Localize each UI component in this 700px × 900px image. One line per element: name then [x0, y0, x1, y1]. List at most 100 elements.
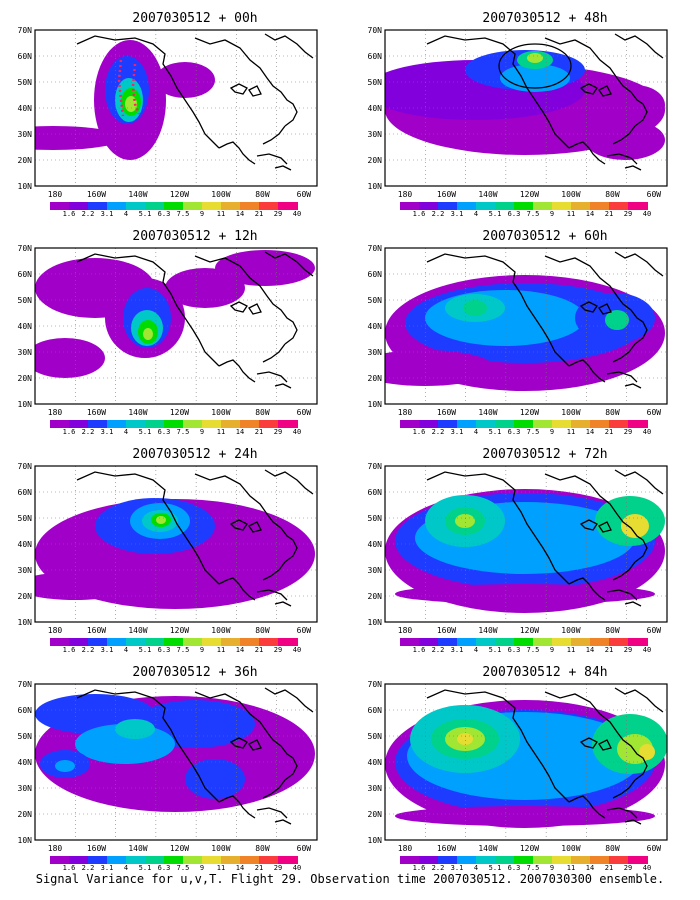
colorbar-swatch	[419, 202, 439, 210]
colorbar-label: 5.1	[138, 428, 152, 436]
colorbar-swatch	[552, 202, 572, 210]
lat-tick-label: 10N	[368, 618, 383, 627]
lon-tick-label: 140W	[478, 626, 497, 635]
colorbar-swatch	[278, 856, 298, 864]
coastline	[264, 33, 314, 59]
colorbar-swatch	[609, 202, 629, 210]
variance-contour	[143, 328, 153, 340]
coastline	[598, 303, 612, 315]
colorbar-swatch	[400, 420, 420, 428]
variance-map: 70N 60N 50N 40N 30N 20N 10N 180 160W 140W 120W 100W…	[18, 26, 318, 199]
colorbar-swatch	[495, 202, 515, 210]
colorbar-swatch	[628, 202, 648, 210]
colorbar-label: 5.1	[138, 210, 152, 218]
coastline	[426, 689, 570, 803]
colorbar-swatch	[438, 420, 458, 428]
colorbar-swatch	[457, 638, 477, 646]
colorbar-label: 4	[473, 646, 479, 654]
colorbar-label: 40	[642, 428, 652, 436]
colorbar-swatch	[240, 856, 260, 864]
lon-tick-label: 180	[398, 190, 413, 199]
lon-tick-label: 160W	[87, 190, 106, 199]
colorbar-swatch	[590, 638, 610, 646]
colorbar-swatch	[183, 202, 203, 210]
colorbar-label: 29	[273, 210, 283, 218]
lat-tick-label: 20N	[18, 156, 33, 165]
colorbar-swatch	[419, 638, 439, 646]
colorbar-label: 3.1	[100, 646, 114, 654]
coastline	[264, 251, 314, 277]
colorbar-swatch	[183, 420, 203, 428]
coastline	[256, 371, 288, 383]
lat-tick-label: 30N	[368, 130, 383, 139]
variance-contour	[395, 806, 655, 826]
colorbar-label: 6.3	[157, 428, 171, 436]
colorbar-swatch	[628, 420, 648, 428]
map-panel: 2007030512 + 00h 70N 60N 50N 40N 30N 20N 10N 180…	[18, 8, 355, 220]
colorbar-label: 9	[199, 864, 205, 872]
colorbar-swatch	[495, 856, 515, 864]
colorbar-label: 5.1	[488, 864, 502, 872]
colorbar-swatch	[259, 420, 279, 428]
colorbar-label: 40	[642, 864, 652, 872]
colorbar-label: 5.1	[488, 646, 502, 654]
lon-tick-label: 80W	[605, 844, 620, 853]
lon-tick-label: 80W	[255, 408, 270, 417]
coastline	[218, 141, 256, 165]
colorbar: 1.6 2.2 3.1 4 5.1 6.3 7.5 9 11 14 21 29 40	[400, 856, 666, 876]
colorbar-swatch	[571, 420, 591, 428]
colorbar-label: 11	[566, 428, 576, 436]
lat-tick-label: 50N	[18, 514, 33, 523]
colorbar-label: 2.2	[81, 646, 95, 654]
lon-tick-label: 80W	[255, 190, 270, 199]
coastline	[229, 737, 248, 749]
coastline	[262, 561, 286, 581]
lon-tick-label: 120W	[520, 626, 539, 635]
variance-contour	[35, 338, 105, 378]
coastline	[194, 37, 298, 127]
coastline	[194, 691, 298, 781]
colorbar-label: 14	[235, 428, 245, 436]
colorbar-label: 11	[566, 864, 576, 872]
coastline	[579, 301, 598, 313]
colorbar-label: 5.1	[488, 428, 502, 436]
panel-title: 2007030512 + 24h	[132, 447, 258, 462]
lon-tick-label: 140W	[128, 190, 147, 199]
colorbar-label: 21	[254, 210, 264, 218]
coastline	[614, 687, 664, 713]
coastline	[274, 165, 292, 171]
colorbar-label: 29	[623, 864, 633, 872]
lon-tick-label: 100W	[211, 626, 230, 635]
lon-tick-label: 140W	[478, 190, 497, 199]
coastline	[624, 383, 642, 389]
colorbar-label: 40	[292, 428, 302, 436]
colorbar-label: 40	[642, 646, 652, 654]
lon-tick-label: 120W	[520, 408, 539, 417]
lat-tick-label: 10N	[368, 836, 383, 845]
lat-tick-label: 60N	[18, 706, 33, 715]
colorbar-swatch	[107, 420, 127, 428]
variance-contour	[455, 514, 475, 528]
lat-tick-label: 20N	[368, 374, 383, 383]
coastline	[262, 779, 286, 799]
coastline	[624, 601, 642, 607]
panel-title: 2007030512 + 12h	[132, 229, 258, 244]
colorbar-label: 1.6	[62, 646, 76, 654]
colorbar-swatch	[107, 638, 127, 646]
variance-map: 70N 60N 50N 40N 30N 20N 10N 180 160W 140W 120W 100W…	[368, 680, 668, 853]
coastline	[612, 343, 636, 363]
lat-tick-label: 60N	[368, 270, 383, 279]
colorbar-swatch	[476, 202, 496, 210]
map-panel: 2007030512 + 36h 70N 60N 50N 40N 30N 20N 10N 180…	[18, 662, 355, 874]
colorbar-label: 40	[292, 646, 302, 654]
coastline	[248, 521, 262, 533]
coastline	[544, 691, 648, 781]
colorbar-swatch	[495, 420, 515, 428]
colorbar-label: 6.3	[507, 428, 521, 436]
coastline	[426, 253, 570, 367]
coastline	[614, 33, 664, 59]
variance-contour	[115, 719, 155, 739]
colorbar-swatch	[533, 638, 553, 646]
colorbar-label: 4	[473, 864, 479, 872]
lat-tick-label: 40N	[368, 104, 383, 113]
